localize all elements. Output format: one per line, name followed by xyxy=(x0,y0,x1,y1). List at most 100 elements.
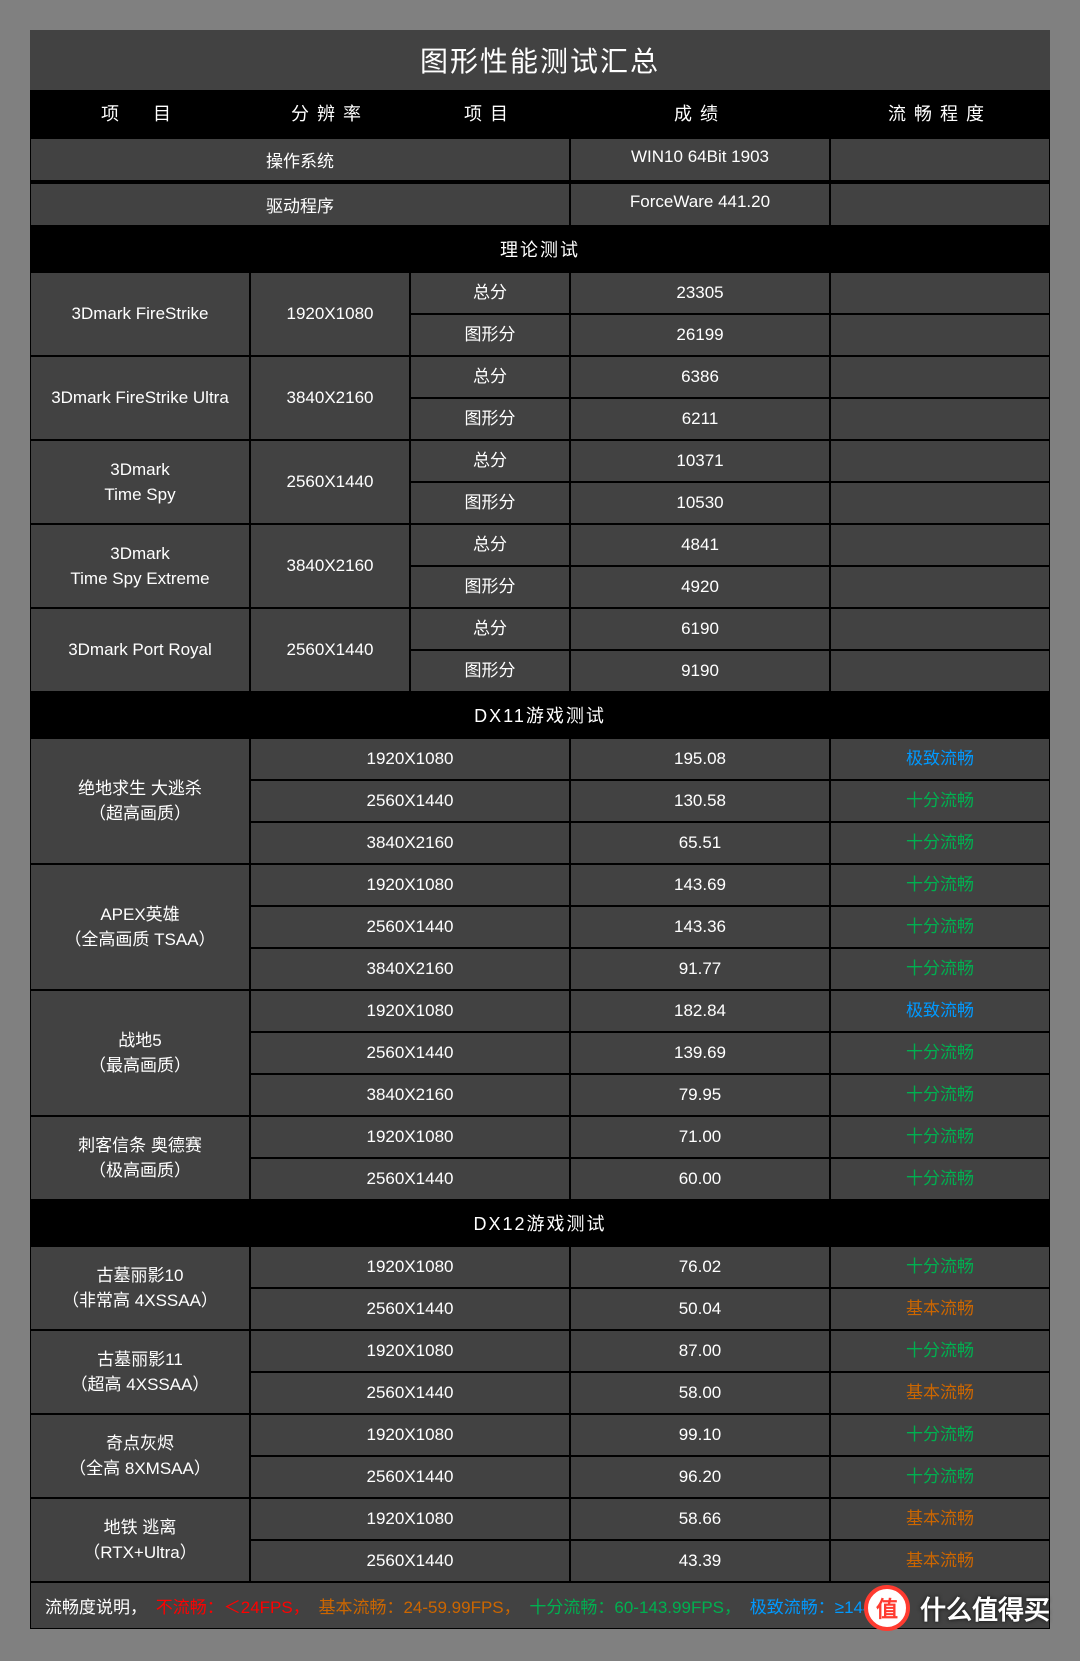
sys-label: 驱动程序 xyxy=(30,183,570,226)
table-cell: 十分流畅 xyxy=(830,1032,1050,1074)
table-cell: 1920X1080 xyxy=(250,1414,570,1456)
table-cell: 60.00 xyxy=(570,1158,830,1200)
theory-group: 3Dmark FireStrike1920X1080总分23305图形分2619… xyxy=(30,272,1050,356)
table-cell: 58.00 xyxy=(570,1372,830,1414)
table-cell: 65.51 xyxy=(570,822,830,864)
table-cell: 总分 xyxy=(410,272,570,314)
table-cell: 十分流畅 xyxy=(830,822,1050,864)
table-cell: 3840X2160 xyxy=(250,822,570,864)
table-cell: 图形分 xyxy=(410,314,570,356)
table-cell: 87.00 xyxy=(570,1330,830,1372)
table-cell: 刺客信条 奥德赛（极高画质） xyxy=(30,1116,250,1200)
theory-group: 3DmarkTime Spy2560X1440总分10371图形分10530 xyxy=(30,440,1050,524)
table-cell: 23305 xyxy=(570,272,830,314)
table-cell: 图形分 xyxy=(410,566,570,608)
table-cell: 古墓丽影11（超高 4XSSAA） xyxy=(30,1330,250,1414)
table-cell: 2560X1440 xyxy=(250,1372,570,1414)
table-cell: 基本流畅 xyxy=(830,1540,1050,1582)
legend-green: 十分流畅：60-143.99FPS， xyxy=(529,1598,741,1617)
table-cell: 6386 xyxy=(570,356,830,398)
table-cell: 十分流畅 xyxy=(830,864,1050,906)
table-cell: 十分流畅 xyxy=(830,1158,1050,1200)
table-cell: 十分流畅 xyxy=(830,906,1050,948)
table-cell: 2560X1440 xyxy=(250,906,570,948)
table-cell: 1920X1080 xyxy=(250,738,570,780)
table-cell: 十分流畅 xyxy=(830,1074,1050,1116)
table-cell: 130.58 xyxy=(570,780,830,822)
table-cell: 2560X1440 xyxy=(250,780,570,822)
table-cell: 3DmarkTime Spy Extreme xyxy=(30,524,250,608)
watermark-icon: 值 xyxy=(864,1585,910,1631)
game-group: 地铁 逃离（RTX+Ultra）1920X108058.66基本流畅2560X1… xyxy=(30,1498,1050,1582)
col-score: 成绩 xyxy=(570,90,830,136)
table-cell: 十分流畅 xyxy=(830,1116,1050,1158)
col-sub: 项目 xyxy=(410,90,570,136)
table-cell: 1920X1080 xyxy=(250,272,410,356)
table-cell: 3Dmark Port Royal xyxy=(30,608,250,692)
system-row: 驱动程序ForceWare 441.20 xyxy=(30,183,1050,226)
table-cell xyxy=(830,650,1050,692)
table-cell: 96.20 xyxy=(570,1456,830,1498)
table-cell: 76.02 xyxy=(570,1246,830,1288)
table-cell: 182.84 xyxy=(570,990,830,1032)
table-cell xyxy=(830,398,1050,440)
table-cell: 9190 xyxy=(570,650,830,692)
table-cell: 1920X1080 xyxy=(250,990,570,1032)
table-cell: 3840X2160 xyxy=(250,524,410,608)
table-cell: 十分流畅 xyxy=(830,1456,1050,1498)
table-cell xyxy=(830,608,1050,650)
table-cell: 71.00 xyxy=(570,1116,830,1158)
table-cell: 图形分 xyxy=(410,482,570,524)
table-cell: 139.69 xyxy=(570,1032,830,1074)
col-res: 分辨率 xyxy=(250,90,410,136)
table-cell: 基本流畅 xyxy=(830,1372,1050,1414)
table-cell: 1920X1080 xyxy=(250,1498,570,1540)
col-smooth: 流畅程度 xyxy=(830,90,1050,136)
table-cell: 4920 xyxy=(570,566,830,608)
table-cell: 6211 xyxy=(570,398,830,440)
theory-group: 3DmarkTime Spy Extreme3840X2160总分4841图形分… xyxy=(30,524,1050,608)
game-group: 古墓丽影10（非常高 4XSSAA）1920X108076.02十分流畅2560… xyxy=(30,1246,1050,1330)
table-cell: 2560X1440 xyxy=(250,1032,570,1074)
table-cell xyxy=(830,566,1050,608)
game-group: 古墓丽影11（超高 4XSSAA）1920X108087.00十分流畅2560X… xyxy=(30,1330,1050,1414)
sys-value: WIN10 64Bit 1903 xyxy=(570,138,830,181)
game-group: APEX英雄（全高画质 TSAA）1920X1080143.69十分流畅2560… xyxy=(30,864,1050,990)
table-cell: 4841 xyxy=(570,524,830,566)
table-cell: 2560X1440 xyxy=(250,1540,570,1582)
system-row: 操作系统WIN10 64Bit 1903 xyxy=(30,138,1050,181)
sys-value: ForceWare 441.20 xyxy=(570,183,830,226)
table-cell: 79.95 xyxy=(570,1074,830,1116)
table-cell: 十分流畅 xyxy=(830,780,1050,822)
game-group: 刺客信条 奥德赛（极高画质）1920X108071.00十分流畅2560X144… xyxy=(30,1116,1050,1200)
section-dx11: DX11游戏测试 xyxy=(30,692,1050,738)
table-cell: 1920X1080 xyxy=(250,1330,570,1372)
table-cell: 195.08 xyxy=(570,738,830,780)
table-cell: 十分流畅 xyxy=(830,948,1050,990)
column-headers: 项 目 分辨率 项目 成绩 流畅程度 xyxy=(30,90,1050,136)
sys-blank xyxy=(830,183,1050,226)
table-cell: 十分流畅 xyxy=(830,1414,1050,1456)
game-group: 绝地求生 大逃杀（超高画质）1920X1080195.08极致流畅 2560X14… xyxy=(30,738,1050,864)
table-cell: 总分 xyxy=(410,356,570,398)
table-cell: 3Dmark FireStrike Ultra xyxy=(30,356,250,440)
legend-orange: 基本流畅：24-59.99FPS， xyxy=(318,1598,520,1617)
table-cell: 极致流畅 xyxy=(830,738,1050,780)
table-cell: 总分 xyxy=(410,524,570,566)
table-cell: 总分 xyxy=(410,608,570,650)
table-cell: 99.10 xyxy=(570,1414,830,1456)
table-cell: 43.39 xyxy=(570,1540,830,1582)
table-cell: 26199 xyxy=(570,314,830,356)
table-cell: 2560X1440 xyxy=(250,608,410,692)
sys-blank xyxy=(830,138,1050,181)
legend-prefix: 流畅度说明， xyxy=(45,1598,147,1617)
table-cell: 143.36 xyxy=(570,906,830,948)
table-cell: 极致流畅 xyxy=(830,990,1050,1032)
table-cell: 战地5（最高画质） xyxy=(30,990,250,1116)
sys-label: 操作系统 xyxy=(30,138,570,181)
table-cell: 绝地求生 大逃杀（超高画质） xyxy=(30,738,250,864)
table-cell: 基本流畅 xyxy=(830,1288,1050,1330)
table-cell xyxy=(830,356,1050,398)
table-cell xyxy=(830,524,1050,566)
table-cell: 地铁 逃离（RTX+Ultra） xyxy=(30,1498,250,1582)
